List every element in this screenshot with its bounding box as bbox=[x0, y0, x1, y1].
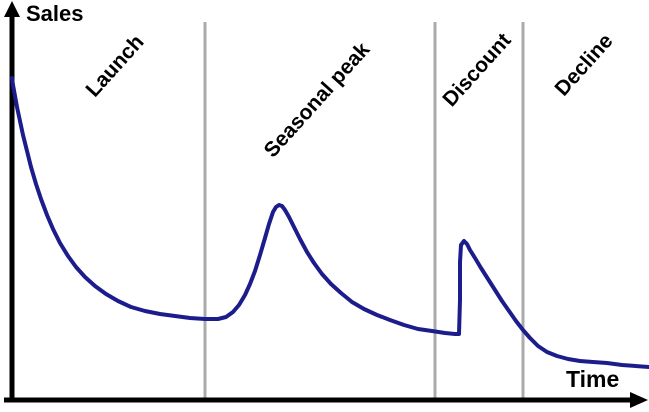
x-axis-arrowhead bbox=[630, 392, 648, 408]
sales-curve bbox=[10, 76, 649, 369]
y-axis-arrowhead bbox=[4, 1, 20, 17]
x-axis-label: Time bbox=[566, 366, 620, 392]
y-axis-label: Sales bbox=[26, 1, 84, 26]
